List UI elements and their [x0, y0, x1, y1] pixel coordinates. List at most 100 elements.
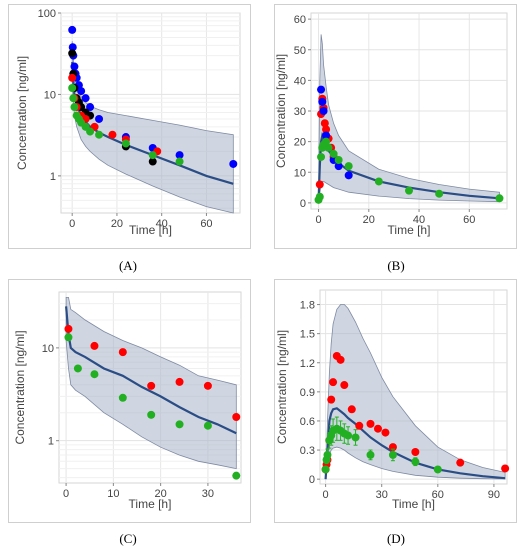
data-point	[81, 94, 90, 103]
y-tick-label: 10	[294, 167, 306, 179]
data-point	[456, 458, 465, 467]
y-axis-label-a: Concentration [ng/ml]	[15, 56, 29, 170]
x-tick-label: 60	[463, 214, 475, 226]
plot-frame-b: 0 20 40 60 0 10 20 30 40 50 60 Time [h] Concentratio…	[274, 4, 517, 249]
data-point	[344, 431, 353, 440]
series-0	[64, 324, 241, 421]
x-tick-label: 0	[323, 489, 329, 501]
data-point	[86, 103, 95, 112]
data-point	[340, 381, 349, 390]
data-point	[77, 87, 86, 96]
panel-b: 0 20 40 60 0 10 20 30 40 50 60 Time [h] Concentratio…	[274, 4, 517, 276]
data-point	[433, 465, 442, 474]
data-point	[175, 377, 184, 386]
y-tick-label: 0.9	[300, 387, 315, 399]
data-point	[121, 139, 130, 148]
data-point	[317, 85, 326, 94]
data-point	[344, 171, 353, 180]
data-point	[355, 421, 364, 430]
data-point	[147, 410, 156, 419]
series-3	[68, 83, 184, 166]
y-tick-label: 0.3	[300, 445, 315, 457]
x-tick-label: 20	[111, 218, 123, 230]
x-tick-label: 30	[202, 488, 214, 500]
x-axis-label-d: Time [h]	[392, 497, 435, 511]
data-point	[334, 156, 343, 164]
data-point	[411, 457, 420, 466]
data-point	[148, 157, 157, 166]
data-point	[147, 381, 156, 390]
data-point	[347, 405, 356, 414]
data-point	[108, 130, 117, 139]
data-point	[90, 370, 99, 379]
y-tick-label: 1	[50, 171, 56, 183]
x-tick-label: 60	[200, 218, 212, 230]
data-point	[232, 412, 241, 421]
data-point	[381, 428, 390, 437]
x-axis-label-c: Time [h]	[129, 497, 172, 511]
panel-label-b: (B)	[387, 258, 405, 273]
data-point	[336, 355, 345, 364]
data-point	[322, 131, 331, 140]
panel-d: 0 30 60 90 0 0.3 0.6 0.9 1.2 1.5 1.8 Time [h] Concen…	[274, 279, 517, 549]
y-axis: 0 0.3 0.6 0.9 1.2 1.5 1.8	[300, 300, 320, 486]
x-tick-label: 0	[315, 214, 321, 226]
y-tick-label: 1	[48, 436, 54, 448]
x-axis: 0 20 40 60	[315, 209, 475, 226]
data-point	[64, 324, 73, 333]
x-tick-label: 40	[413, 214, 425, 226]
x-axis-label-b: Time [h]	[388, 223, 431, 237]
data-point	[327, 395, 336, 404]
data-point	[68, 43, 77, 52]
plot-frame-d: 0 30 60 90 0 0.3 0.6 0.9 1.2 1.5 1.8 Time [h] Concen…	[274, 279, 517, 523]
panel-label-d: (D)	[386, 531, 406, 546]
data-point	[405, 186, 413, 195]
series-1	[64, 333, 241, 480]
x-tick-label: 90	[488, 489, 500, 501]
x-tick-label: 0	[69, 218, 75, 230]
series-2	[314, 137, 504, 204]
data-point	[366, 450, 375, 459]
plot-frame-c: 0 10 20 30 1 10 Time [h] Concentration [ng/ml]	[8, 279, 251, 523]
data-point	[118, 348, 127, 357]
y-tick-label: 0	[309, 474, 315, 486]
y-tick-label: 20	[294, 137, 306, 149]
y-tick-label: 1.5	[300, 329, 315, 341]
data-point	[70, 62, 79, 71]
data-point	[86, 127, 95, 136]
data-point	[175, 151, 184, 160]
y-tick-label: 1.2	[300, 358, 315, 370]
data-point	[344, 162, 353, 171]
y-tick-label: 10	[44, 89, 56, 101]
data-point	[319, 107, 328, 115]
data-point	[435, 189, 444, 198]
data-point	[69, 94, 78, 103]
chart-b: 0 20 40 60 0 10 20 30 40 50 60 Time [h] Concentratio…	[274, 12, 508, 237]
panel-a: 0 20 40 60 1 10 100 Time [h] Concentration [ng/m…	[8, 4, 251, 276]
x-axis: 0 20 40 60	[69, 213, 213, 230]
data-point	[95, 130, 104, 139]
y-axis: 1 10 100	[38, 8, 61, 183]
data-point	[203, 381, 212, 390]
data-point	[229, 159, 238, 168]
data-point	[68, 73, 77, 82]
panel-label-a: (A)	[118, 258, 138, 273]
x-axis: 0 30 60 90	[323, 484, 500, 501]
data-point	[495, 194, 504, 203]
chart-d: 0 30 60 90 0 0.3 0.6 0.9 1.2 1.5 1.8 Time [h] Concen…	[275, 289, 510, 511]
y-tick-label: 100	[38, 8, 56, 20]
prediction-line	[65, 306, 237, 435]
data-point	[315, 192, 324, 201]
data-point	[68, 83, 77, 92]
y-axis-label-d: Concentration [ng/ml]	[275, 330, 289, 444]
y-tick-label: 10	[42, 343, 54, 355]
data-point	[64, 333, 73, 342]
data-point	[148, 151, 157, 160]
y-axis-label-b: Concentration [ng/ml]	[275, 54, 288, 168]
data-point	[203, 421, 212, 430]
y-axis-label-c: Concentration [ng/ml]	[13, 330, 27, 444]
y-tick-label: 0.6	[300, 416, 315, 428]
y-tick-label: 30	[294, 106, 306, 118]
y-tick-label: 60	[294, 14, 306, 26]
